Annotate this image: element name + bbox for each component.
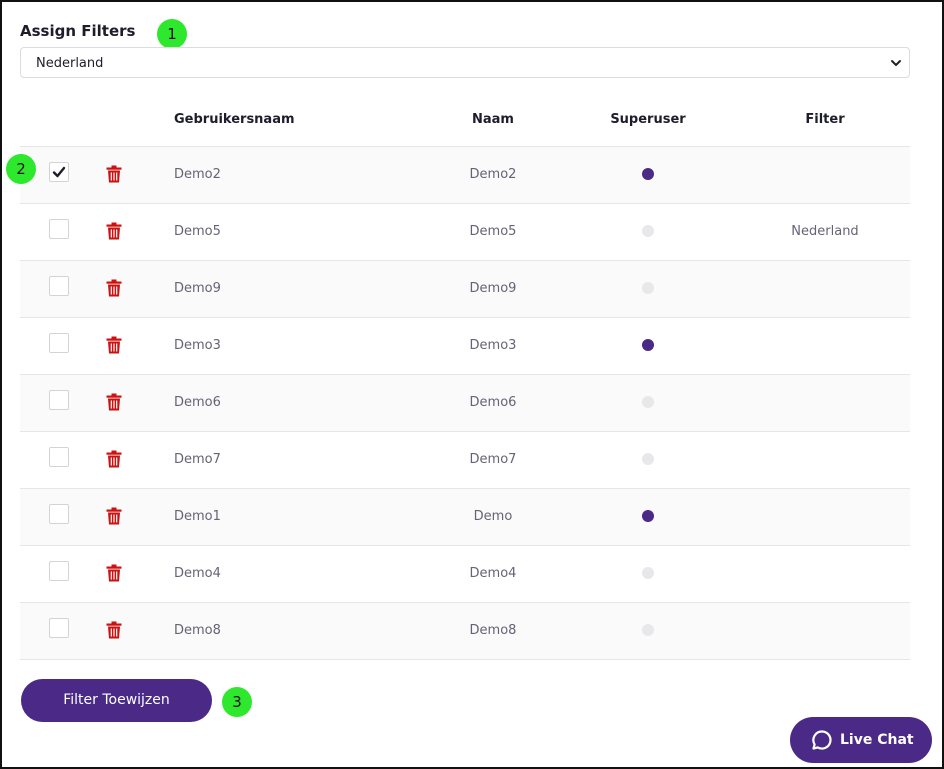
trash-icon[interactable] bbox=[106, 564, 122, 582]
cell-name: Demo4 bbox=[469, 566, 517, 581]
cell-username: Demo1 bbox=[174, 509, 221, 524]
table-row: Demo2 Demo2 bbox=[20, 147, 910, 204]
step-badge-1: 1 bbox=[157, 19, 187, 49]
table-row: Demo8 Demo8 bbox=[20, 603, 910, 660]
cell-username: Demo5 bbox=[174, 224, 221, 239]
table-row: Demo1 Demo bbox=[20, 489, 910, 546]
page-title: Assign Filters bbox=[20, 22, 136, 40]
superuser-indicator bbox=[642, 510, 654, 522]
live-chat-button[interactable]: Live Chat bbox=[790, 717, 932, 763]
table-row: Demo6 Demo6 bbox=[20, 375, 910, 432]
cell-name: Demo bbox=[473, 509, 513, 524]
table-row: Demo9 Demo9 bbox=[20, 261, 910, 318]
table-row: Demo4 Demo4 bbox=[20, 546, 910, 603]
superuser-indicator bbox=[642, 339, 654, 351]
header-filter: Filter bbox=[805, 112, 845, 127]
live-chat-label: Live Chat bbox=[840, 732, 914, 748]
assign-filter-button[interactable]: Filter Toewijzen bbox=[21, 679, 212, 722]
cell-name: Demo6 bbox=[469, 395, 517, 410]
cell-username: Demo6 bbox=[174, 395, 221, 410]
trash-icon[interactable] bbox=[106, 222, 122, 240]
checkmark-icon bbox=[52, 166, 66, 178]
trash-icon[interactable] bbox=[106, 507, 122, 525]
cell-name: Demo3 bbox=[469, 338, 517, 353]
filter-select-value: Nederland bbox=[36, 56, 104, 71]
row-checkbox[interactable] bbox=[49, 390, 69, 410]
row-checkbox[interactable] bbox=[49, 219, 69, 239]
superuser-indicator bbox=[642, 567, 654, 579]
trash-icon[interactable] bbox=[106, 450, 122, 468]
cell-name: Demo5 bbox=[469, 224, 517, 239]
table-header: Gebruikersnaam Naam Superuser Filter bbox=[20, 94, 910, 147]
row-checkbox[interactable] bbox=[49, 561, 69, 581]
row-checkbox[interactable] bbox=[49, 333, 69, 353]
table-row: Demo3 Demo3 bbox=[20, 318, 910, 375]
cell-username: Demo7 bbox=[174, 452, 221, 467]
trash-icon[interactable] bbox=[106, 165, 122, 183]
trash-icon[interactable] bbox=[106, 279, 122, 297]
step-badge-3: 3 bbox=[222, 687, 252, 717]
row-checkbox[interactable] bbox=[49, 504, 69, 524]
trash-icon[interactable] bbox=[106, 393, 122, 411]
superuser-indicator bbox=[642, 624, 654, 636]
row-checkbox[interactable] bbox=[49, 447, 69, 467]
chevron-down-icon bbox=[891, 60, 901, 66]
superuser-indicator bbox=[642, 396, 654, 408]
header-superuser: Superuser bbox=[610, 112, 686, 127]
cell-name: Demo2 bbox=[469, 167, 517, 182]
cell-filter: Nederland bbox=[791, 224, 859, 239]
cell-name: Demo7 bbox=[469, 452, 517, 467]
superuser-indicator bbox=[642, 168, 654, 180]
row-checkbox[interactable] bbox=[49, 162, 69, 182]
trash-icon[interactable] bbox=[106, 621, 122, 639]
superuser-indicator bbox=[642, 453, 654, 465]
table-row: Demo7 Demo7 bbox=[20, 432, 910, 489]
cell-username: Demo2 bbox=[174, 167, 221, 182]
cell-username: Demo9 bbox=[174, 281, 221, 296]
filter-select[interactable]: Nederland bbox=[20, 47, 910, 78]
header-name: Naam bbox=[472, 112, 514, 127]
superuser-indicator bbox=[642, 225, 654, 237]
cell-name: Demo8 bbox=[469, 623, 517, 638]
row-checkbox[interactable] bbox=[49, 618, 69, 638]
cell-username: Demo3 bbox=[174, 338, 221, 353]
superuser-indicator bbox=[642, 282, 654, 294]
table-row: Demo5 Demo5 Nederland bbox=[20, 204, 910, 261]
chat-bubble-icon bbox=[812, 730, 832, 750]
step-badge-2: 2 bbox=[6, 154, 36, 184]
trash-icon[interactable] bbox=[106, 336, 122, 354]
cell-username: Demo4 bbox=[174, 566, 221, 581]
header-username: Gebruikersnaam bbox=[174, 112, 295, 127]
cell-username: Demo8 bbox=[174, 623, 221, 638]
row-checkbox[interactable] bbox=[49, 276, 69, 296]
cell-name: Demo9 bbox=[469, 281, 517, 296]
